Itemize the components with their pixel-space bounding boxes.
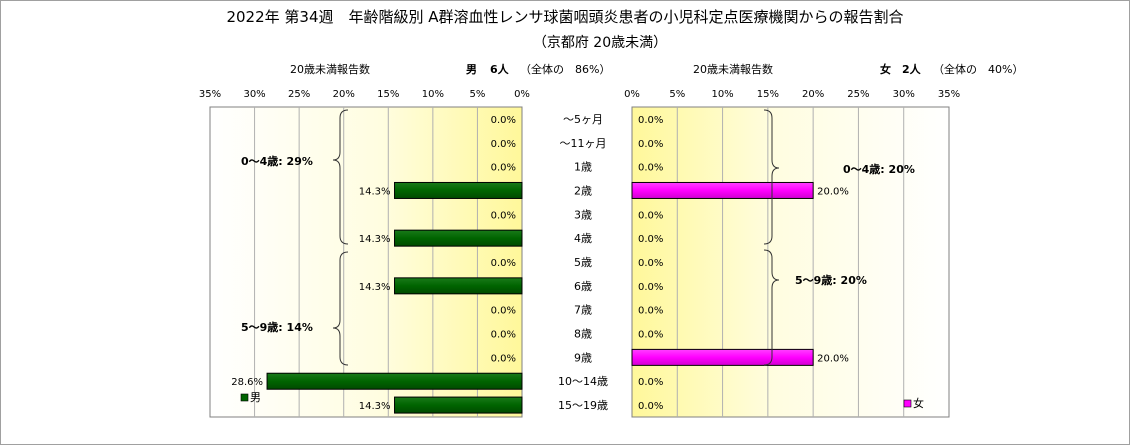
male-x-tick-label: 35% xyxy=(199,89,221,100)
female-x-tick-label: 20% xyxy=(802,89,824,100)
male-legend-label: 男 xyxy=(250,391,261,404)
category-label: 6歳 xyxy=(574,280,592,293)
female-data-label: 0.0% xyxy=(638,139,663,150)
male-header-label: 20歳未満報告数 xyxy=(290,63,370,76)
male-bar xyxy=(394,229,523,247)
male-header-count: 6人 xyxy=(490,62,510,76)
female-plot-area xyxy=(631,106,950,418)
male-data-label: 0.0% xyxy=(491,139,516,150)
male-x-tick-label: 0% xyxy=(514,89,530,100)
female-bar xyxy=(631,348,814,366)
category-label: 5歳 xyxy=(574,256,592,269)
male-x-tick-label: 30% xyxy=(243,89,265,100)
male-bar xyxy=(394,277,523,295)
male-data-label: 0.0% xyxy=(491,330,516,341)
female-x-tick-label: 15% xyxy=(757,89,779,100)
male-legend-swatch xyxy=(240,393,249,402)
male-group-label-5-9: 5～9歳: 14% xyxy=(241,320,313,334)
male-data-label: 28.6% xyxy=(231,377,263,388)
male-data-label: 0.0% xyxy=(491,210,516,221)
female-x-tick-label: 25% xyxy=(847,89,869,100)
female-header-count: 2人 xyxy=(902,62,922,76)
male-bar xyxy=(394,396,523,414)
female-x-tick-label: 35% xyxy=(938,89,960,100)
female-data-label: 0.0% xyxy=(638,282,663,293)
female-brace-0-4 xyxy=(763,109,780,245)
category-label: 9歳 xyxy=(574,351,592,364)
female-data-label: 0.0% xyxy=(638,234,663,245)
female-data-label: 0.0% xyxy=(638,330,663,341)
male-bar xyxy=(394,181,523,199)
female-x-tick-label: 0% xyxy=(624,89,640,100)
chart-title: 2022年 第34週 年齢階級別 A群溶血性レンサ球菌咽頭炎患者の小児科定点医療… xyxy=(226,8,903,26)
female-data-label: 20.0% xyxy=(817,186,849,197)
female-header-sex: 女 xyxy=(880,62,891,76)
male-x-tick-label: 25% xyxy=(288,89,310,100)
category-label: 7歳 xyxy=(574,304,592,317)
category-label: 8歳 xyxy=(574,328,592,341)
male-data-label: 14.3% xyxy=(359,282,391,293)
female-group-label-0-4: 0～4歳: 20% xyxy=(843,162,915,176)
category-label: 4歳 xyxy=(574,232,592,245)
male-data-label: 14.3% xyxy=(359,234,391,245)
female-header-label: 20歳未満報告数 xyxy=(693,63,773,76)
female-bar xyxy=(631,181,814,199)
male-data-label: 14.3% xyxy=(359,186,391,197)
female-data-label: 0.0% xyxy=(638,163,663,174)
category-label: 15～19歳 xyxy=(558,399,608,412)
female-header-share: （全体の 40%） xyxy=(933,62,1023,76)
male-data-label: 0.0% xyxy=(491,163,516,174)
category-label: ～5ヶ月 xyxy=(563,113,603,126)
female-legend-label: 女 xyxy=(913,396,924,410)
male-data-label: 0.0% xyxy=(491,258,516,269)
category-label: 3歳 xyxy=(574,208,592,221)
male-data-label: 0.0% xyxy=(491,306,516,317)
female-group-label-5-9: 5～9歳: 20% xyxy=(795,273,867,287)
female-data-label: 0.0% xyxy=(638,377,663,388)
female-data-label: 0.0% xyxy=(638,306,663,317)
female-x-tick-label: 10% xyxy=(711,89,733,100)
male-header-share: （全体の 86%） xyxy=(520,62,610,76)
male-data-label: 14.3% xyxy=(359,401,391,412)
male-data-label: 0.0% xyxy=(491,115,516,126)
category-label: 1歳 xyxy=(574,161,592,174)
female-data-label: 0.0% xyxy=(638,258,663,269)
category-label: ～11ヶ月 xyxy=(560,137,607,150)
female-brace-5-9 xyxy=(763,249,780,366)
female-legend-swatch xyxy=(903,399,912,408)
male-data-label: 0.0% xyxy=(491,353,516,364)
male-bar xyxy=(266,372,523,390)
male-x-tick-label: 20% xyxy=(333,89,355,100)
male-header-sex: 男 xyxy=(466,63,477,76)
male-group-label-0-4: 0～4歳: 29% xyxy=(241,154,313,168)
female-x-tick-label: 30% xyxy=(893,89,915,100)
female-data-label: 20.0% xyxy=(817,353,849,364)
male-x-tick-label: 10% xyxy=(422,89,444,100)
category-label: 10～14歳 xyxy=(558,375,608,388)
male-brace-0-4 xyxy=(332,109,349,245)
female-data-label: 0.0% xyxy=(638,115,663,126)
category-label: 2歳 xyxy=(574,184,592,197)
male-x-tick-label: 5% xyxy=(469,89,485,100)
male-x-tick-label: 15% xyxy=(377,89,399,100)
female-data-label: 0.0% xyxy=(638,210,663,221)
chart-subtitle: （京都府 20歳未満） xyxy=(533,35,667,51)
female-x-tick-label: 5% xyxy=(669,89,685,100)
male-plot-area xyxy=(209,106,523,418)
female-data-label: 0.0% xyxy=(638,401,663,412)
male-brace-5-9 xyxy=(332,251,349,366)
